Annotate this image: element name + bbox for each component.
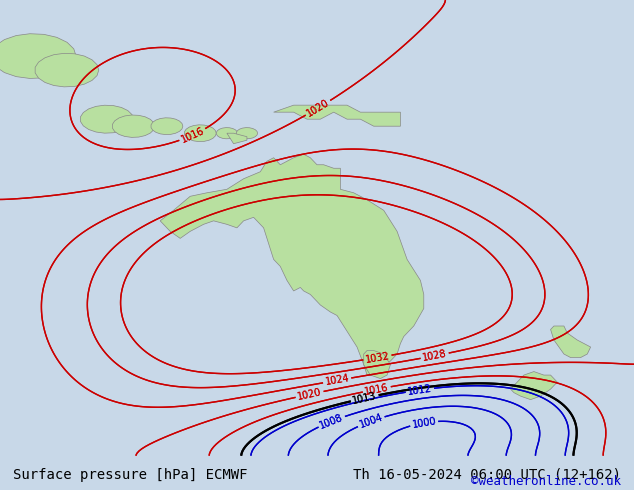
Polygon shape (81, 105, 134, 133)
Text: 1024: 1024 (324, 373, 350, 388)
Text: 1032: 1032 (365, 351, 391, 365)
Polygon shape (274, 105, 401, 126)
Text: 1013: 1013 (352, 391, 378, 406)
Text: 1016: 1016 (179, 125, 206, 145)
Text: 1020: 1020 (297, 387, 323, 402)
Text: 1013: 1013 (352, 391, 378, 406)
Text: 1028: 1028 (422, 348, 448, 363)
Polygon shape (364, 350, 391, 379)
Text: Th 16-05-2024 06:00 UTC (12+162): Th 16-05-2024 06:00 UTC (12+162) (353, 467, 621, 482)
Text: 1004: 1004 (358, 413, 384, 430)
Text: 1020: 1020 (305, 98, 331, 119)
Polygon shape (550, 326, 591, 358)
Polygon shape (35, 53, 99, 87)
Polygon shape (216, 127, 238, 139)
Text: 1000: 1000 (411, 416, 437, 430)
Text: 1000: 1000 (411, 416, 437, 430)
Text: 1020: 1020 (297, 387, 323, 402)
Polygon shape (227, 133, 247, 144)
Text: 1020: 1020 (305, 98, 331, 119)
Text: 1012: 1012 (407, 383, 433, 397)
Text: 1008: 1008 (318, 412, 345, 431)
Text: 1016: 1016 (364, 382, 390, 396)
Text: 1016: 1016 (179, 125, 206, 145)
Text: Surface pressure [hPa] ECMWF: Surface pressure [hPa] ECMWF (13, 467, 247, 482)
Text: 1012: 1012 (407, 383, 433, 397)
Text: 1028: 1028 (422, 348, 448, 363)
Text: ©weatheronline.co.uk: ©weatheronline.co.uk (471, 475, 621, 488)
Polygon shape (184, 125, 216, 142)
Text: 1016: 1016 (364, 382, 390, 396)
Polygon shape (236, 127, 257, 139)
Polygon shape (160, 154, 424, 375)
Text: 1008: 1008 (318, 412, 345, 431)
Text: 1004: 1004 (358, 413, 384, 430)
Polygon shape (0, 34, 76, 78)
Polygon shape (151, 118, 183, 135)
Text: 1024: 1024 (324, 373, 350, 388)
Text: 1032: 1032 (365, 351, 391, 365)
Polygon shape (112, 115, 155, 137)
Polygon shape (510, 371, 557, 400)
